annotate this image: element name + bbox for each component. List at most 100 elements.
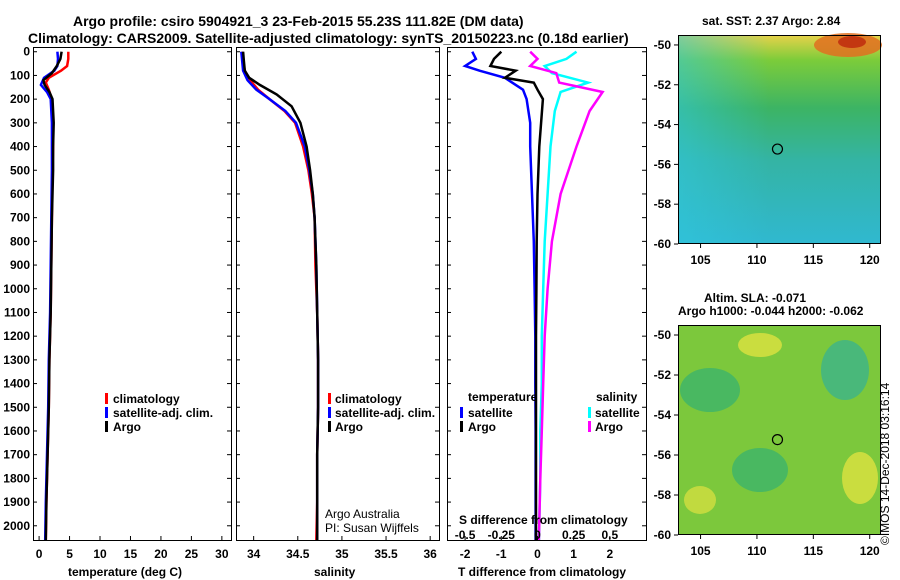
salinity-series-climatology [240,51,320,541]
difference-s-tick-label: -0.25 [488,528,516,542]
sst-lon-tick-label: 115 [804,253,824,267]
salinity-x-tick-label: 35 [335,547,349,561]
sla-lat-tick-label: -50 [654,328,672,342]
sst-map-title: sat. SST: 2.37 Argo: 2.84 [702,14,841,28]
sst-lon-tick-label: 120 [860,253,880,267]
difference-t-tick-label: -2 [460,547,471,561]
legend-swatch-climatology-s [328,393,331,404]
sst-lat-tick-label: -58 [654,197,672,211]
difference-t-tick-label: 1 [570,547,577,561]
temperature-x-tick-label: 30 [215,547,229,561]
sst-map-shading [678,35,881,244]
difference-series-temperature-satellite [462,51,537,540]
temperature-x-label: temperature (deg C) [68,565,182,579]
temperature-lines [39,51,70,541]
temperature-x-tick-label: 25 [185,547,199,561]
legend-swatch-s-argo [588,421,591,432]
difference-s-tick-label: 0 [534,528,541,542]
legend-swatch-satellite-s [328,407,331,418]
sst-lon-ticks: 105 110 115 120 [691,244,880,267]
legend-swatch-satellite [105,407,108,418]
difference-lines [462,50,605,541]
legend-text-t-satellite: satellite [468,406,513,420]
sla-lat-tick-label: -58 [654,488,672,502]
sst-lat-tick-label: -54 [654,118,672,132]
s-difference-label: S difference from climatology [459,513,628,527]
difference-t-tick-label: 2 [606,547,613,561]
sla-lat-tick-label: -52 [654,368,672,382]
title-line-2: Climatology: CARS2009. Satellite-adjuste… [28,30,629,46]
depth-tick-label: 100 [10,68,30,82]
salinity-x-tick-label: 35.5 [374,547,398,561]
depth-tick-label: 700 [10,211,30,225]
depth-tick-label: 0 [23,45,30,59]
sla-map [678,325,881,535]
legend-text-s-satellite: satellite [595,406,640,420]
sst-map [678,33,882,244]
depth-tick-label: 1600 [3,424,30,438]
legend-text-satellite-s: satellite-adj. clim. [335,406,435,420]
difference-s-tick-label: -0.5 [455,528,476,542]
sst-lat-tick-label: -60 [654,237,672,251]
sst-lat-ticks: -50 -52 -54 -56 -58 -60 [654,38,678,251]
difference-s-ticks: -0.5 -0.25 0 0.25 0.5 [455,528,619,542]
difference-series-salinity-argo [527,50,605,541]
salinity-series-satellite-adj-clim- [240,51,320,540]
temperature-series-argo [41,51,63,541]
depth-tick-label: 1200 [3,329,30,343]
sst-lat-tick-label: -52 [654,78,672,92]
difference-t-tick-label: -1 [496,547,507,561]
sla-lon-tick-label: 120 [860,544,880,558]
legend-text-climatology-s: climatology [335,392,402,406]
temperature-legend: climatology satellite-adj. clim. Argo [105,392,213,434]
depth-axis-ticks [33,51,646,527]
legend-swatch-t-argo [460,421,463,432]
sla-argo-position-marker [771,434,784,446]
salinity-series-argo [241,51,320,540]
difference-series-temperature-argo [488,50,545,540]
title-line-1: Argo profile: csiro 5904921_3 23-Feb-201… [73,13,524,29]
sla-lon-tick-label: 115 [804,544,824,558]
sla-low-patch-3 [821,340,869,400]
sla-lon-ticks: 105 110 115 120 [691,535,880,558]
legend-swatch-climatology [105,393,108,404]
sla-high-patch-3 [684,486,716,514]
sla-low-patch-1 [680,368,740,412]
temperature-x-tick-label: 20 [154,547,168,561]
depth-tick-label: 1800 [3,471,30,485]
difference-series-salinity-satellite [537,50,593,541]
sla-map-title: Altim. SLA: -0.071 [704,291,806,305]
salinity-plot-frame [236,47,440,541]
sst-hot-patch [838,36,866,48]
sla-high-patch-1 [738,333,782,357]
salinity-x-tick-label: 34.5 [286,547,310,561]
sla-lat-tick-label: -54 [654,408,672,422]
depth-tick-label: 1300 [3,353,30,367]
sla-map-frame [678,325,881,535]
sla-map-subtitle: Argo h1000: -0.044 h2000: -0.062 [678,304,864,318]
depth-tick-label: 400 [10,140,30,154]
credit-argo-australia: Argo Australia [325,507,400,521]
legend-group-salinity: salinity [596,390,638,404]
difference-plot-frame [447,47,647,541]
sla-lon-tick-label: 105 [691,544,711,558]
salinity-x-tick-label: 36 [423,547,437,561]
depth-tick-label: 600 [10,187,30,201]
temperature-x-tick-label: 5 [66,547,73,561]
salinity-lines [240,51,320,541]
legend-text-climatology: climatology [113,392,180,406]
salinity-legend: climatology satellite-adj. clim. Argo [328,392,435,434]
temperature-x-tick-label: 10 [93,547,107,561]
depth-axis-labels: 0 100 200 300 400 500 600 700 800 900 1000 1100 1200… [3,45,30,533]
depth-tick-label: 2000 [3,519,30,533]
sla-lat-tick-label: -56 [654,448,672,462]
salinity-x-tick-label: 34 [247,547,261,561]
difference-t-ticks: -2 -1 0 1 2 [460,536,613,561]
depth-tick-label: 1000 [3,282,30,296]
depth-tick-label: 300 [10,116,30,130]
difference-legend: temperature satellite Argo salinity sate… [460,390,640,434]
depth-tick-label: 800 [10,234,30,248]
sst-lat-tick-label: -50 [654,38,672,52]
salinity-x-label: salinity [314,565,356,579]
